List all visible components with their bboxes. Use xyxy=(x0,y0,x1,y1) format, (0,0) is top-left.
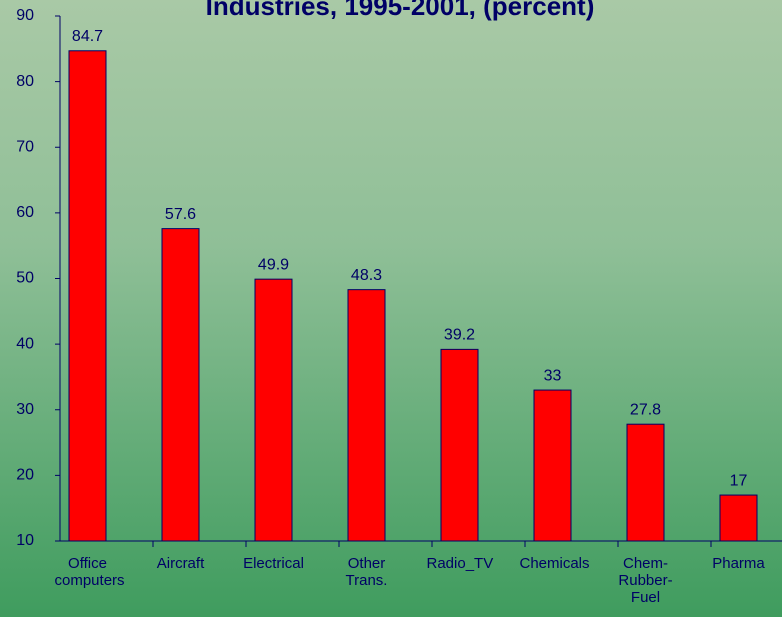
value-label: 33 xyxy=(544,367,562,384)
x-tick-label: Radio_TV xyxy=(426,555,494,572)
y-tick-label: 40 xyxy=(16,335,34,352)
value-label: 57.6 xyxy=(165,206,196,223)
bar xyxy=(161,228,200,542)
chart-title: Industries, 1995-2001, (percent) xyxy=(206,0,595,21)
y-tick-label: 10 xyxy=(16,532,34,549)
y-tick-label: 20 xyxy=(16,467,34,484)
bar xyxy=(68,50,107,542)
bar xyxy=(347,289,386,542)
value-label: 17 xyxy=(730,472,748,489)
bar xyxy=(626,423,665,542)
y-tick-label: 30 xyxy=(16,401,34,418)
bar xyxy=(254,278,293,542)
bar xyxy=(533,389,572,542)
x-tick-label: Chem-Rubber-Fuel xyxy=(618,555,673,606)
y-tick-label: 60 xyxy=(16,204,34,221)
x-tick-label: Office computers xyxy=(54,555,125,589)
x-tick-label: Chemicals xyxy=(519,555,590,572)
x-tick-label: Pharma xyxy=(712,555,765,572)
bar xyxy=(440,348,479,542)
value-label: 48.3 xyxy=(351,267,382,284)
x-tick-label: Aircraft xyxy=(156,555,205,572)
y-tick-label: 70 xyxy=(16,138,34,155)
bar xyxy=(719,494,758,542)
y-tick-label: 50 xyxy=(16,270,34,287)
value-label: 39.2 xyxy=(444,327,475,344)
value-label: 84.7 xyxy=(72,28,103,45)
y-tick-label: 80 xyxy=(16,73,34,90)
x-tick-label: Other Trans. xyxy=(345,555,388,589)
x-tick-label: Electrical xyxy=(243,555,304,572)
value-label: 49.9 xyxy=(258,256,289,273)
value-label: 27.8 xyxy=(630,401,661,418)
y-tick-label: 90 xyxy=(16,7,34,24)
